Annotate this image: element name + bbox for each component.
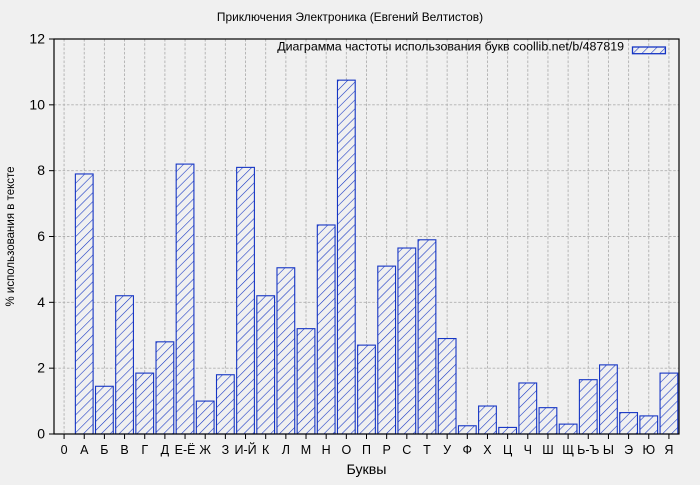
- svg-text:Ь-Ъ: Ь-Ъ: [577, 443, 599, 457]
- svg-text:8: 8: [37, 162, 45, 178]
- svg-text:А: А: [80, 443, 89, 457]
- svg-text:Диаграмма частоты использовани: Диаграмма частоты использования букв coo…: [277, 40, 624, 54]
- svg-text:Щ: Щ: [562, 443, 574, 457]
- svg-text:0: 0: [61, 443, 68, 457]
- svg-text:П: П: [362, 443, 371, 457]
- svg-text:Р: Р: [382, 443, 390, 457]
- svg-text:4: 4: [37, 294, 45, 310]
- svg-text:З: З: [222, 443, 230, 457]
- svg-text:К: К: [262, 443, 270, 457]
- svg-text:Н: Н: [322, 443, 331, 457]
- svg-text:О: О: [341, 443, 351, 457]
- svg-text:Буквы: Буквы: [346, 462, 386, 478]
- svg-text:М: М: [301, 443, 311, 457]
- svg-text:Э: Э: [624, 443, 633, 457]
- svg-text:6: 6: [37, 228, 45, 244]
- svg-text:2: 2: [37, 360, 45, 376]
- svg-text:Г: Г: [141, 443, 148, 457]
- svg-text:0: 0: [37, 426, 45, 442]
- svg-text:Ы: Ы: [603, 443, 614, 457]
- svg-text:Ш: Ш: [542, 443, 553, 457]
- svg-text:Ц: Ц: [503, 443, 513, 457]
- svg-text:Ю: Ю: [642, 443, 655, 457]
- svg-text:Х: Х: [483, 443, 492, 457]
- svg-text:Ж: Ж: [199, 443, 211, 457]
- svg-text:10: 10: [29, 96, 45, 112]
- svg-text:Т: Т: [423, 443, 431, 457]
- svg-text:Ч: Ч: [524, 443, 532, 457]
- svg-text:Д: Д: [161, 443, 170, 457]
- svg-text:У: У: [443, 443, 451, 457]
- svg-text:В: В: [120, 443, 128, 457]
- svg-text:12: 12: [29, 31, 45, 47]
- svg-text:% использования в тексте: % использования в тексте: [5, 166, 17, 306]
- svg-text:Я: Я: [664, 443, 673, 457]
- svg-text:Е-Ё: Е-Ё: [175, 443, 196, 457]
- svg-text:Б: Б: [100, 443, 108, 457]
- svg-text:С: С: [402, 443, 411, 457]
- svg-text:И-Й: И-Й: [234, 442, 256, 457]
- svg-text:Л: Л: [282, 443, 290, 457]
- svg-text:Ф: Ф: [463, 443, 473, 457]
